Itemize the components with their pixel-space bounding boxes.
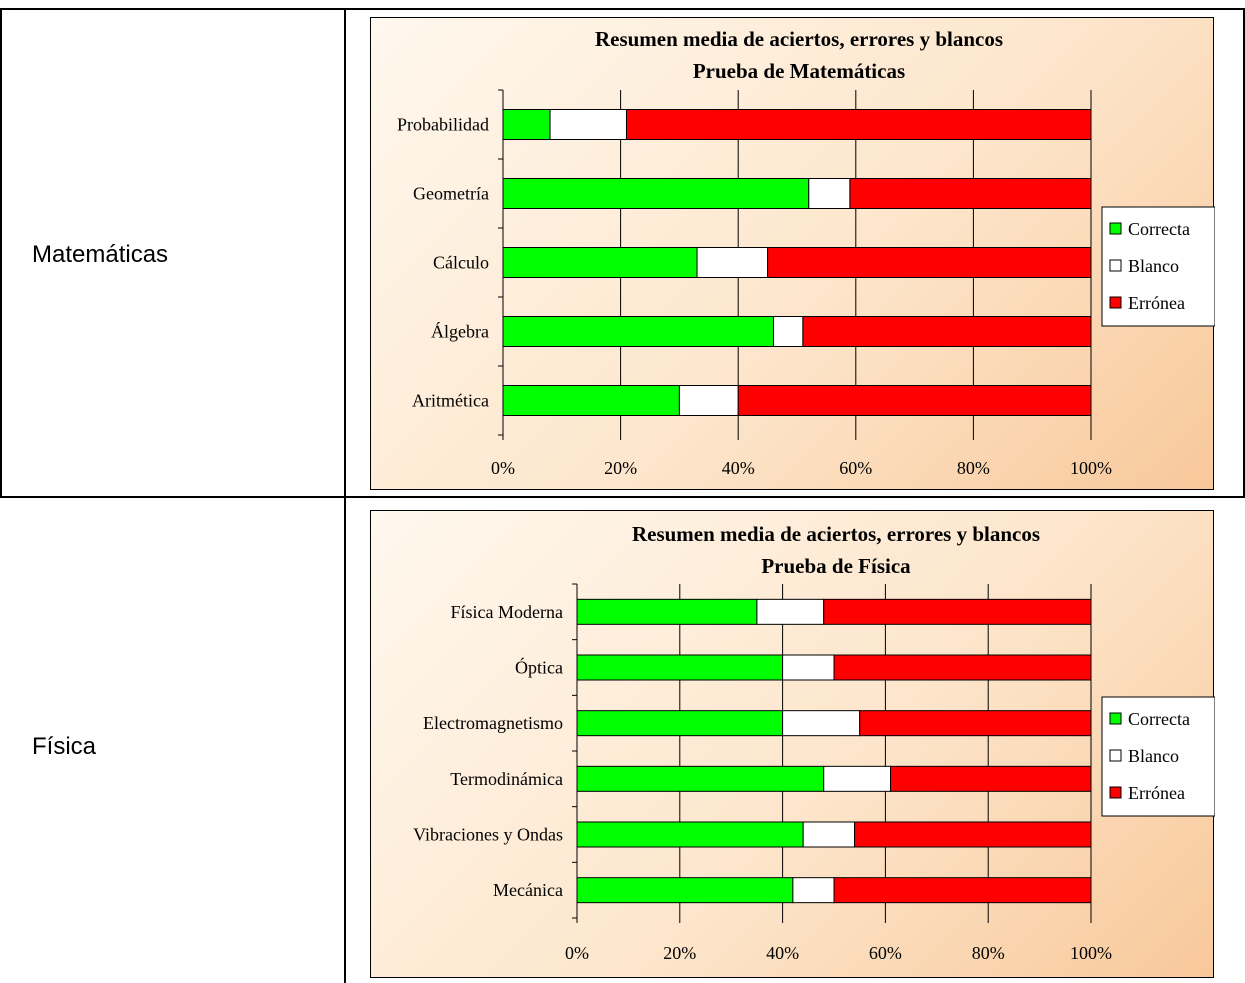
x-tick-label: 80% xyxy=(972,943,1005,963)
bar-erronea-vibraciones-y-ondas xyxy=(854,821,1092,848)
bar-blanco-fisica-moderna xyxy=(756,598,825,625)
bar-erronea-calculo xyxy=(767,247,1092,278)
bar-erronea-mecanica xyxy=(833,877,1092,904)
bar-correcta-geometria xyxy=(502,178,810,209)
bar-correcta-probabilidad xyxy=(502,109,551,140)
bar-correcta-algebra xyxy=(502,316,774,347)
bar-correcta-mecanica xyxy=(576,877,794,904)
bar-erronea-aritmetica xyxy=(737,385,1092,416)
y-category-label: Cálculo xyxy=(433,253,489,273)
chart-svg-fisica: Resumen media de aciertos, errores y bla… xyxy=(413,522,1215,963)
y-category-label: Álgebra xyxy=(431,321,489,342)
row-label-matematicas: Matemáticas xyxy=(32,241,169,268)
bar-blanco-vibraciones-y-ondas xyxy=(802,821,856,848)
legend-label-erronea: Errónea xyxy=(1128,293,1185,313)
chart-0-content: Resumen media de aciertos, errores y bla… xyxy=(397,27,1215,478)
y-category-label: Aritmética xyxy=(412,391,489,411)
bar-correcta-optica xyxy=(576,654,784,681)
legend-swatch-blanco xyxy=(1109,749,1122,762)
x-tick-label: 100% xyxy=(1070,943,1112,963)
legend-swatch-blanco xyxy=(1109,259,1122,272)
bar-blanco-aritmetica xyxy=(678,385,739,416)
legend-label-correcta: Correcta xyxy=(1128,709,1190,729)
x-tick-label: 100% xyxy=(1070,458,1112,478)
x-tick-label: 20% xyxy=(663,943,696,963)
bar-erronea-algebra xyxy=(802,316,1092,347)
legend-label-correcta: Correcta xyxy=(1128,219,1190,239)
bar-erronea-electromagnetismo xyxy=(859,710,1092,737)
bar-blanco-probabilidad xyxy=(549,109,627,140)
legend-swatch-correcta xyxy=(1109,222,1122,235)
chart-title: Resumen media de aciertos, errores y bla… xyxy=(632,522,1040,546)
bar-correcta-fisica-moderna xyxy=(576,598,758,625)
row-label-fisica: Física xyxy=(32,733,97,760)
bar-correcta-aritmetica xyxy=(502,385,680,416)
legend-swatch-erronea xyxy=(1109,786,1122,799)
bar-blanco-mecanica xyxy=(792,877,835,904)
bar-erronea-optica xyxy=(833,654,1092,681)
y-category-label: Geometría xyxy=(413,184,489,204)
bar-erronea-geometria xyxy=(849,178,1092,209)
bar-blanco-geometria xyxy=(808,178,851,209)
legend-swatch-correcta xyxy=(1109,712,1122,725)
chart-matematicas: Resumen media de aciertos, errores y bla… xyxy=(370,17,1215,490)
x-tick-label: 40% xyxy=(722,458,755,478)
bar-erronea-termodinamica xyxy=(890,765,1092,792)
table-top-border xyxy=(0,8,1245,10)
table-row-divider xyxy=(0,496,1245,498)
bar-correcta-termodinamica xyxy=(576,765,825,792)
legend-label-blanco: Blanco xyxy=(1128,256,1179,276)
chart-svg-matematicas: Resumen media de aciertos, errores y bla… xyxy=(397,27,1215,478)
y-category-label: Electromagnetismo xyxy=(423,713,563,733)
legend-swatch-erronea xyxy=(1109,296,1122,309)
bar-erronea-probabilidad xyxy=(625,109,1092,140)
bar-blanco-calculo xyxy=(696,247,769,278)
bar-erronea-fisica-moderna xyxy=(823,598,1092,625)
chart-subtitle: Prueba de Matemáticas xyxy=(693,59,905,83)
bar-blanco-termodinamica xyxy=(823,765,892,792)
chart-subtitle: Prueba de Física xyxy=(761,554,911,578)
chart-fisica: Resumen media de aciertos, errores y bla… xyxy=(370,510,1215,978)
legend: Correcta Blanco Errónea xyxy=(1101,206,1215,327)
x-tick-label: 40% xyxy=(766,943,799,963)
legend: Correcta Blanco Errónea xyxy=(1101,696,1215,817)
legend-label-erronea: Errónea xyxy=(1128,783,1185,803)
bar-blanco-algebra xyxy=(772,316,804,347)
y-category-label: Física Moderna xyxy=(451,602,563,622)
x-tick-label: 20% xyxy=(604,458,637,478)
y-category-label: Probabilidad xyxy=(397,115,489,135)
table-column-divider xyxy=(344,8,346,983)
x-tick-label: 80% xyxy=(957,458,990,478)
x-tick-label: 0% xyxy=(565,943,589,963)
chart-1-content: Resumen media de aciertos, errores y bla… xyxy=(413,522,1215,963)
legend-label-blanco: Blanco xyxy=(1128,746,1179,766)
bar-correcta-calculo xyxy=(502,247,698,278)
x-tick-label: 60% xyxy=(869,943,902,963)
y-category-label: Vibraciones y Ondas xyxy=(413,825,563,845)
x-tick-label: 60% xyxy=(839,458,872,478)
table-right-border xyxy=(1243,8,1245,498)
bar-blanco-electromagnetismo xyxy=(782,710,861,737)
bar-correcta-vibraciones-y-ondas xyxy=(576,821,804,848)
y-category-label: Termodinámica xyxy=(450,769,563,789)
x-tick-label: 0% xyxy=(491,458,515,478)
table-left-border xyxy=(0,8,2,498)
y-category-label: Óptica xyxy=(515,657,563,678)
y-category-label: Mecánica xyxy=(493,880,563,900)
chart-title: Resumen media de aciertos, errores y bla… xyxy=(595,27,1003,51)
bar-blanco-optica xyxy=(782,654,835,681)
bar-correcta-electromagnetismo xyxy=(576,710,784,737)
